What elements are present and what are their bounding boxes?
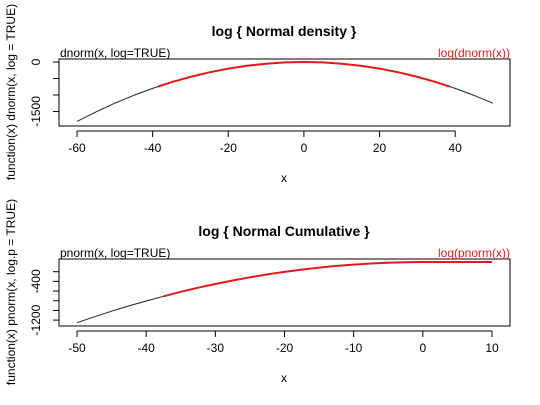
- x-tick-label: 10: [485, 341, 499, 355]
- x-tick-label: 40: [449, 141, 463, 155]
- y-tick-label: -400: [29, 269, 43, 293]
- x-axis: -50 -40 -30 -20 -10 0 10: [68, 330, 499, 355]
- legend-left-label: pnorm(x, log=TRUE): [60, 246, 170, 260]
- series-lines: [76, 261, 492, 324]
- plot-frame: [58, 58, 511, 127]
- y-axis: 0 -1500: [29, 58, 60, 127]
- y-tick-label: -1500: [29, 96, 43, 127]
- x-tick-label: -30: [207, 341, 225, 355]
- legend-right-label: log(dnorm(x)): [438, 46, 510, 60]
- x-tick-label: -20: [220, 141, 238, 155]
- y-tick-label: 0: [29, 58, 43, 65]
- series-lines: [76, 61, 494, 122]
- plot-frame: [58, 258, 511, 327]
- panel-normal-density: log { Normal density } dnorm(x, log=TRUE…: [4, 4, 511, 185]
- x-axis: -60 -40 -20 0 20 40: [68, 130, 463, 155]
- chart-title: log { Normal density }: [212, 23, 357, 39]
- x-tick-label: -40: [137, 341, 155, 355]
- y-axis: -400 -1200: [29, 269, 60, 335]
- series-line-primary: [76, 61, 494, 122]
- series-line-highlight: [163, 261, 492, 298]
- y-axis-label: function(x) pnorm(x, log.p = TRUE): [4, 199, 18, 385]
- x-tick-label: -20: [276, 341, 294, 355]
- x-tick-label: -10: [345, 341, 363, 355]
- x-tick-label: 0: [419, 341, 426, 355]
- legend-right-label: log(pnorm(x)): [438, 246, 510, 260]
- y-axis-label: function(x) dnorm(x, log = TRUE): [4, 4, 18, 180]
- x-axis-label: x: [281, 371, 287, 385]
- x-tick-label: -40: [144, 141, 162, 155]
- x-tick-label: 0: [301, 141, 308, 155]
- y-tick-label: -1200: [29, 304, 43, 335]
- x-tick-label: -60: [68, 141, 86, 155]
- x-tick-label: 20: [373, 141, 387, 155]
- chart-title: log { Normal Cumulative }: [198, 223, 370, 239]
- panel-normal-cumulative: log { Normal Cumulative } pnorm(x, log=T…: [4, 199, 511, 385]
- series-line-highlight: [157, 61, 450, 88]
- x-tick-label: -50: [68, 341, 86, 355]
- legend-left-label: dnorm(x, log=TRUE): [60, 46, 170, 60]
- x-axis-label: x: [281, 171, 287, 185]
